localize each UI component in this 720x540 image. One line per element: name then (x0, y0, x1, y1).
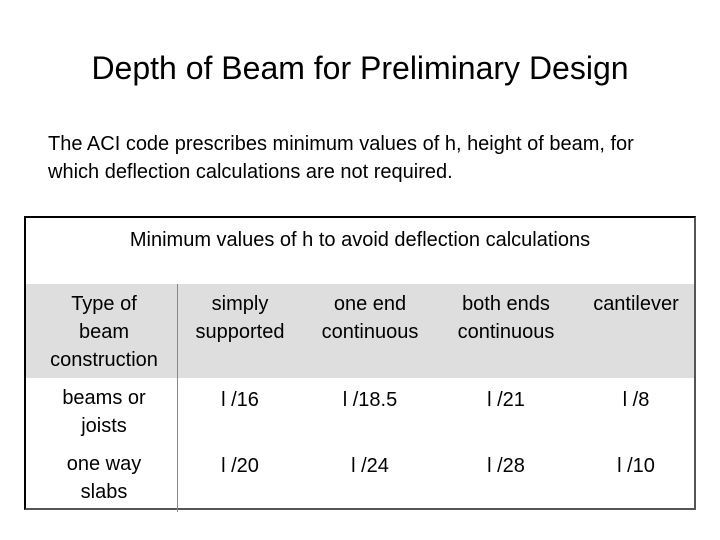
header-type-of-construction: Type of beam construction (50, 293, 158, 371)
table-cell: l /10 (617, 455, 655, 477)
table-cell: l /21 (487, 389, 525, 411)
row-label-one-way-slabs: one way slabs (66, 453, 142, 503)
table-caption: Minimum values of h to avoid deflection … (26, 218, 694, 284)
table-cell: l /16 (221, 389, 259, 411)
intro-text: The ACI code prescribes minimum values o… (48, 133, 634, 183)
header-simply-supported: simply supported (195, 293, 285, 343)
header-cantilever: cantilever (593, 293, 679, 315)
table-cell: l /28 (487, 455, 525, 477)
table-cell: l /18.5 (342, 389, 398, 411)
row-label-beams-or-joists: beams or joists (62, 387, 146, 437)
requirements-table: Minimum values of h to avoid deflection … (24, 216, 696, 512)
header-both-ends-continuous: both ends continuous (457, 293, 555, 343)
table-cell: l /20 (221, 455, 259, 477)
table-cell: l /24 (351, 455, 389, 477)
page-title: Depth of Beam for Preliminary Design (91, 50, 629, 86)
table-cell: l /8 (622, 389, 650, 411)
column-divider (177, 284, 178, 512)
table-header-row (26, 284, 694, 378)
header-one-end-continuous: one end continuous (321, 293, 419, 343)
